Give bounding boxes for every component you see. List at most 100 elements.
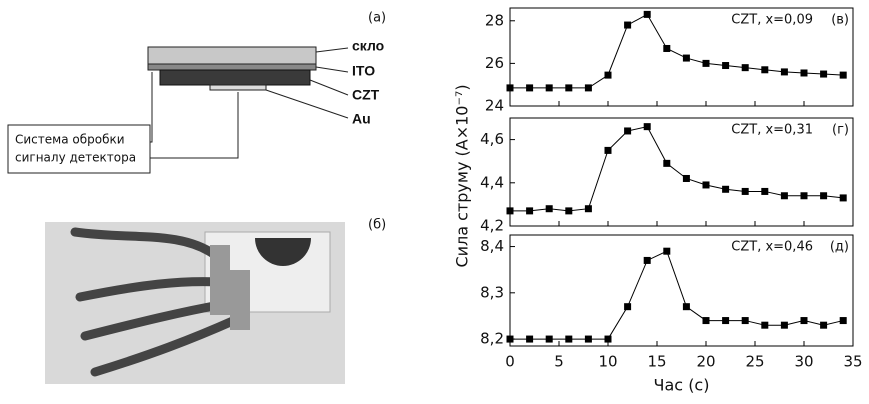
marker <box>702 59 710 67</box>
marker <box>780 192 788 200</box>
y-axis-label: Сила струму (A×10⁻⁷) <box>453 84 472 267</box>
marker <box>506 335 514 343</box>
marker <box>741 317 749 325</box>
marker <box>682 54 690 62</box>
panel-label: (г) <box>832 123 849 138</box>
panel-label: (в) <box>831 13 849 28</box>
processing-box <box>7 124 151 174</box>
glass-layer <box>147 46 317 65</box>
marker <box>526 207 534 215</box>
marker <box>663 159 671 167</box>
marker <box>722 185 730 193</box>
marker <box>604 335 612 343</box>
chart-title: CZT, x=0,09 <box>731 13 813 28</box>
x-tick-label: 10 <box>598 353 617 371</box>
marker <box>643 256 651 264</box>
chart-title: CZT, x=0,46 <box>731 240 813 255</box>
marker <box>722 62 730 70</box>
marker <box>643 123 651 131</box>
marker <box>780 68 788 76</box>
x-tick-label: 15 <box>647 353 666 371</box>
marker <box>820 192 828 200</box>
marker <box>839 317 847 325</box>
y-tick-label: 4,2 <box>480 217 504 235</box>
marker <box>624 127 632 135</box>
layer-label: ITO <box>352 63 375 79</box>
series-line <box>510 126 844 212</box>
marker <box>565 207 573 215</box>
marker <box>800 69 808 77</box>
chart-title: CZT, x=0,31 <box>731 123 813 138</box>
marker <box>643 10 651 18</box>
series-line <box>510 250 844 340</box>
marker <box>584 335 592 343</box>
box-text: Система обробки <box>15 133 125 147</box>
panel-label: (б) <box>368 218 386 233</box>
marker <box>545 84 553 92</box>
marker <box>820 70 828 78</box>
marker <box>545 335 553 343</box>
panel-label: (д) <box>830 240 849 255</box>
marker <box>565 335 573 343</box>
marker <box>741 64 749 72</box>
marker <box>800 317 808 325</box>
marker <box>663 247 671 255</box>
x-tick-label: 20 <box>696 353 715 371</box>
leaders <box>150 47 349 159</box>
x-tick-label: 25 <box>745 353 764 371</box>
x-tick-label: 0 <box>505 353 515 371</box>
marker <box>780 321 788 329</box>
marker <box>584 205 592 213</box>
marker <box>624 303 632 311</box>
layer-label: скло <box>352 38 384 54</box>
marker <box>702 317 710 325</box>
marker <box>702 181 710 189</box>
y-tick-label: 8,3 <box>480 283 504 301</box>
marker <box>604 146 612 154</box>
czt-layer <box>159 69 311 86</box>
marker <box>682 174 690 182</box>
marker <box>506 84 514 92</box>
x-axis-label: Час (с) <box>654 376 710 395</box>
marker <box>761 187 769 195</box>
marker <box>741 187 749 195</box>
marker <box>506 207 514 215</box>
y-tick-label: 28 <box>485 11 504 29</box>
y-tick-label: 4,6 <box>480 130 504 148</box>
y-tick-label: 8,4 <box>480 237 504 255</box>
x-tick-label: 35 <box>843 353 862 371</box>
marker <box>800 192 808 200</box>
marker <box>545 205 553 213</box>
marker <box>722 317 730 325</box>
marker <box>584 84 592 92</box>
layer-label: Au <box>352 111 371 127</box>
ito-layer <box>147 63 317 71</box>
marker <box>565 84 573 92</box>
marker <box>663 44 671 52</box>
plot-frame <box>509 117 854 227</box>
plot-frame <box>509 7 854 107</box>
x-tick-label: 30 <box>794 353 813 371</box>
y-tick-label: 4,4 <box>480 173 504 191</box>
plot-frame <box>509 234 854 347</box>
layer-label: CZT <box>352 87 380 103</box>
marker <box>839 71 847 79</box>
marker <box>761 66 769 74</box>
marker <box>839 194 847 202</box>
marker <box>526 335 534 343</box>
au-layer <box>209 84 267 91</box>
x-tick-label: 5 <box>554 353 564 371</box>
marker <box>761 321 769 329</box>
marker <box>624 21 632 29</box>
y-tick-label: 26 <box>485 54 504 72</box>
y-tick-label: 8,2 <box>480 330 504 348</box>
panel-label: (a) <box>368 11 386 26</box>
y-tick-label: 24 <box>485 97 504 115</box>
marker <box>604 71 612 79</box>
box-text: сигналу детектора <box>15 151 136 165</box>
marker <box>526 84 534 92</box>
marker <box>820 321 828 329</box>
marker <box>682 303 690 311</box>
